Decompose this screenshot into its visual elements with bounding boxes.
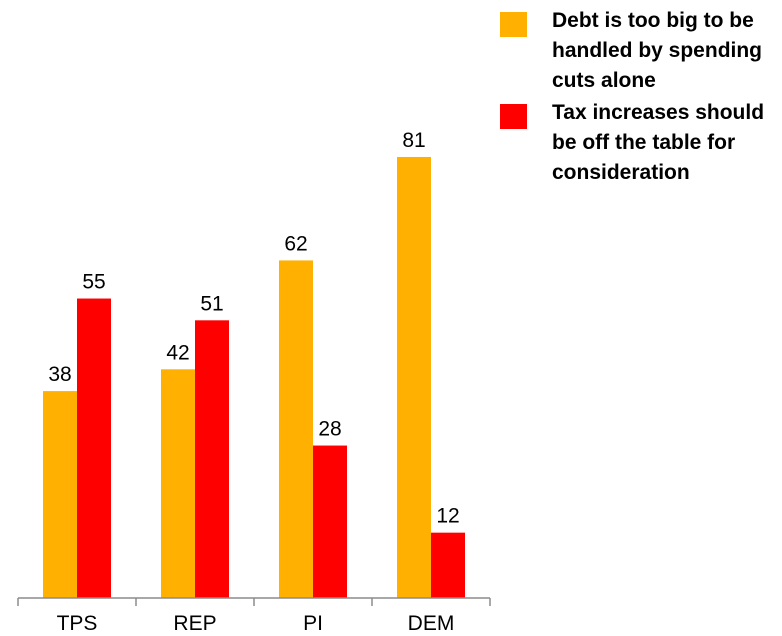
value-label-rep-series-1: 42 bbox=[166, 341, 189, 364]
x-tick-label-tps: TPS bbox=[57, 612, 98, 635]
value-label-tps-series-2: 55 bbox=[82, 271, 105, 294]
legend-item-tax: Tax increases should be off the table fo… bbox=[500, 98, 780, 188]
bar-tps-series-2 bbox=[77, 298, 111, 598]
value-label-dem-series-2: 12 bbox=[436, 505, 459, 528]
bar-pi-series-1 bbox=[279, 260, 313, 598]
bars-group bbox=[43, 156, 465, 598]
bar-rep-series-1 bbox=[161, 369, 195, 598]
value-label-rep-series-2: 51 bbox=[200, 292, 223, 315]
bar-tps-series-1 bbox=[43, 391, 77, 598]
x-tick-label-dem: DEM bbox=[408, 612, 455, 635]
legend-item-debt: Debt is too big to be handled by spendin… bbox=[500, 6, 780, 96]
bar-dem-series-2 bbox=[431, 532, 465, 598]
value-label-pi-series-2: 28 bbox=[318, 418, 341, 441]
bar-rep-series-2 bbox=[195, 320, 229, 598]
x-axis-tick-labels: TPS REP PI DEM bbox=[57, 612, 455, 635]
legend-label-debt: Debt is too big to be handled by spendin… bbox=[552, 9, 763, 92]
legend-label-tax: Tax increases should be off the table fo… bbox=[552, 101, 765, 184]
value-labels-group: 38 55 42 51 62 28 81 12 bbox=[48, 129, 459, 528]
value-label-tps-series-1: 38 bbox=[48, 363, 71, 386]
legend-swatch-debt bbox=[500, 12, 527, 37]
x-axis-ticks bbox=[17, 598, 491, 606]
x-tick-label-pi: PI bbox=[303, 612, 323, 635]
bar-pi-series-2 bbox=[313, 445, 347, 598]
legend: Debt is too big to be handled by spendin… bbox=[500, 6, 780, 190]
legend-swatch-tax bbox=[500, 104, 527, 129]
value-label-pi-series-1: 62 bbox=[284, 232, 307, 255]
bar-dem-series-1 bbox=[397, 156, 431, 598]
x-tick-label-rep: REP bbox=[173, 612, 216, 635]
value-label-dem-series-1: 81 bbox=[402, 129, 425, 152]
